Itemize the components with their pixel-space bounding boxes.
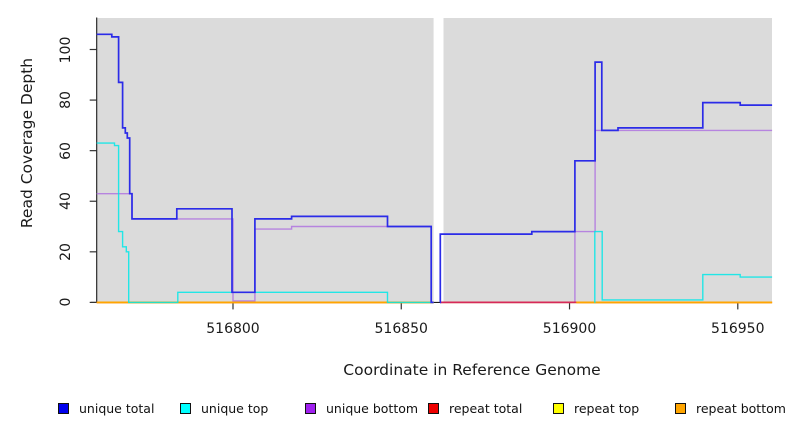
y-tick-label: 100 bbox=[58, 36, 74, 63]
legend-swatch-icon bbox=[58, 403, 69, 414]
legend-swatch-icon bbox=[305, 403, 316, 414]
y-tick-label: 0 bbox=[58, 297, 74, 307]
x-tick-label: 516950 bbox=[711, 321, 765, 337]
legend-label: unique bottom bbox=[326, 401, 419, 416]
x-tick-label: 516800 bbox=[206, 321, 260, 337]
legend-item-repeat-total: repeat total bbox=[428, 401, 522, 416]
legend-swatch-icon bbox=[553, 403, 564, 414]
legend-label: repeat total bbox=[449, 401, 523, 416]
y-tick-label: 20 bbox=[58, 242, 74, 261]
legend-swatch-icon bbox=[675, 403, 686, 414]
x-tick-label: 516900 bbox=[542, 321, 597, 337]
y-axis-title: Read Coverage Depth bbox=[18, 57, 36, 229]
legend-item-unique-total: unique total bbox=[58, 401, 154, 416]
y-tick-label: 60 bbox=[58, 141, 74, 160]
legend-label: repeat bottom bbox=[696, 401, 786, 416]
series-line-unique-total bbox=[96, 33, 434, 304]
series-line-unique-top bbox=[594, 230, 773, 304]
legend-item-unique-top: unique top bbox=[180, 401, 268, 416]
legend-label: unique top bbox=[201, 401, 269, 416]
series-line-unique-total bbox=[439, 61, 773, 304]
series-line-unique-top bbox=[96, 142, 434, 304]
legend-label: repeat top bbox=[574, 401, 640, 416]
legend-swatch-icon bbox=[428, 403, 439, 414]
missing-data-gap bbox=[433, 18, 444, 303]
x-tick-label: 516850 bbox=[374, 321, 428, 337]
legend-item-repeat-top: repeat top bbox=[553, 401, 639, 416]
y-tick-label: 80 bbox=[58, 91, 74, 109]
legend-item-unique-bottom: unique bottom bbox=[305, 401, 418, 416]
legend-swatch-icon bbox=[180, 403, 191, 414]
legend-label: unique total bbox=[79, 401, 155, 416]
x-axis-title: Coordinate in Reference Genome bbox=[343, 361, 601, 379]
legend-item-repeat-bottom: repeat bottom bbox=[675, 401, 786, 416]
y-tick-label: 40 bbox=[58, 192, 74, 211]
